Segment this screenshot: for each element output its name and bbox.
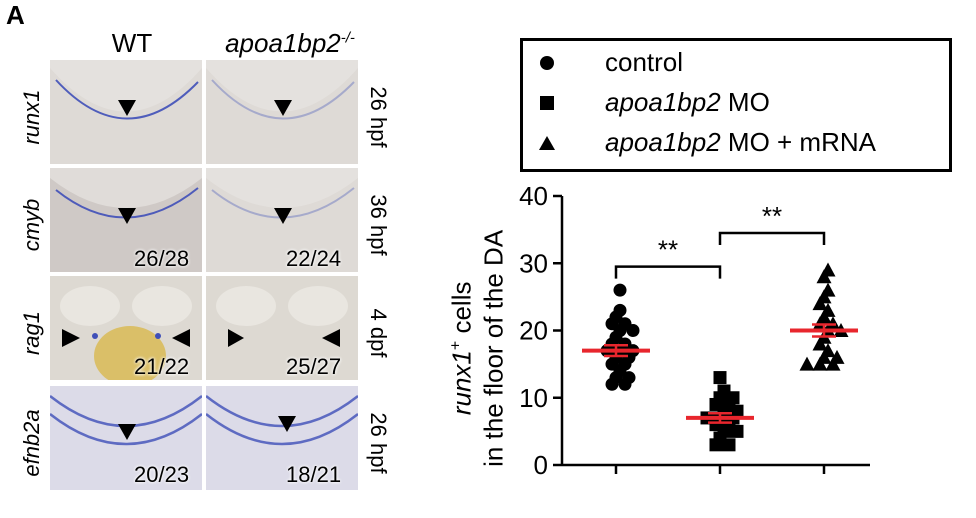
legend-item-control: control [535,47,683,78]
scatter-chart: 0 10 20 30 40 ** ** [519,181,870,480]
mut-count-efnb2a: 18/21 [286,462,342,487]
stage-label-row2: 36 hpf [366,194,391,256]
legend-gene: apoa1bp2 [605,127,721,157]
circle-marker-icon [535,51,559,75]
mutant-gene-label: apoa1bp2 [225,28,341,58]
data-point-triangle [812,356,828,371]
y-tick-label: 10 [519,383,548,413]
data-point-triangle [799,356,815,371]
data-point-triangle [816,269,832,284]
y-tick-label: 30 [519,248,548,278]
y-axis-gene: runx1 [446,350,477,416]
column-header-wt: WT [111,28,153,58]
mut-count-rag1: 25/27 [286,354,342,379]
legend-label: MO + mRNA [720,127,876,157]
data-point-square [709,438,723,452]
data-point-circle [605,377,619,391]
legend-label: control [605,47,684,77]
stage-label-row3: 4 dpf [366,308,391,358]
legend: control apoa1bp2 MO apoa1bp2 MO + mRNA [520,38,952,172]
data-point-triangle [825,356,841,371]
significance-bracket [614,265,722,279]
row-label-runx1: runx1 [19,89,44,145]
triangle-marker-icon [535,131,559,155]
legend-label: MO [720,87,770,117]
data-point-square [730,424,744,438]
embryo-image-wt-row2 [50,168,202,272]
embryo-image-wt-row4 [50,386,202,490]
significance-label: ** [762,201,782,231]
data-point-square [713,371,727,385]
stage-label-row1: 26 hpf [366,86,391,148]
y-tick-label: 40 [519,181,548,211]
y-axis-title-line1: runx1+ cells [441,178,478,518]
legend-item-mo-mrna: apoa1bp2 MO + mRNA [535,127,876,158]
data-point-circle [618,377,632,391]
mut-count-cmyb: 22/24 [286,246,342,271]
square-marker-icon [535,91,559,115]
embryo-image-mutant-row1 [206,60,358,164]
column-header-mutant: apoa1bp2-/- [210,28,370,59]
embryo-image-mutant-row2 [206,168,358,272]
legend-item-mo: apoa1bp2 MO [535,87,770,118]
data-point-circle [626,324,640,337]
y-tick-label: 20 [519,316,548,346]
row-label-efnb2a: efnb2a [19,409,44,477]
wt-count-efnb2a: 20/23 [134,462,190,487]
wt-count-rag1: 21/22 [134,354,190,379]
wt-count-cmyb: 26/28 [134,246,190,271]
data-point-triangle [812,336,828,351]
data-point-triangle [812,296,828,311]
significance-label: ** [658,235,678,265]
data-point-circle [613,283,627,297]
data-point-square [722,438,736,452]
significance-bracket [718,231,826,245]
legend-gene: apoa1bp2 [605,87,721,117]
row-label-cmyb: cmyb [19,198,44,252]
embryo-image-wt-row1 [50,60,202,164]
embryo-image-mutant-row3 [206,276,358,380]
y-tick-label: 0 [534,450,548,480]
mutant-genotype-sup: -/- [340,29,355,47]
panel-label: A [6,0,25,30]
y-axis-sup: + [447,340,465,351]
embryo-image-wt-row3 [50,276,202,380]
embryo-image-mutant-row4 [206,386,358,490]
row-label-rag1: rag1 [19,310,44,356]
stage-label-row4: 26 hpf [366,412,391,474]
y-axis-rest: cells [446,281,477,341]
